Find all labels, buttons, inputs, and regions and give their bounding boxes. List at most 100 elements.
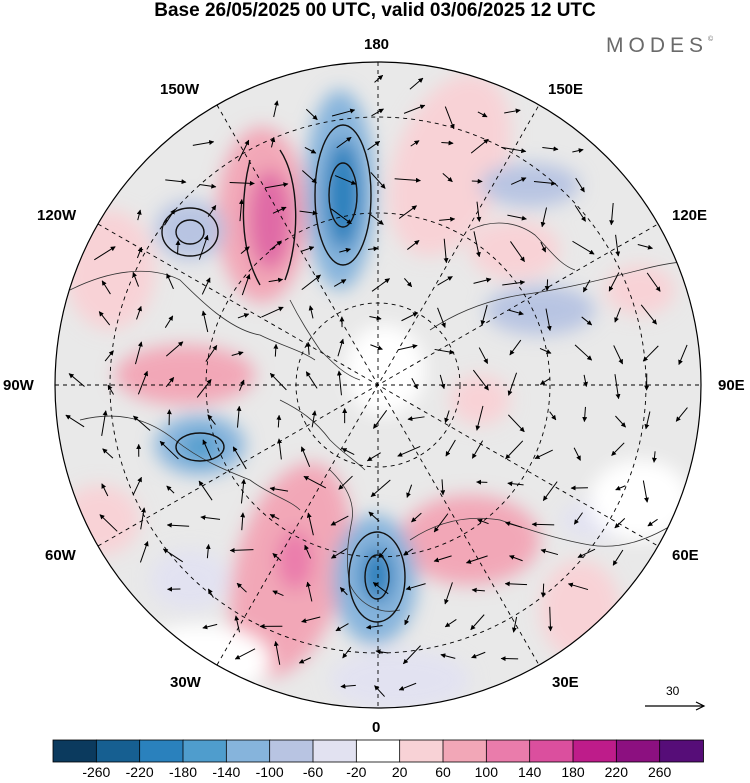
- wind-vector: [272, 553, 282, 562]
- wind-vector: [534, 449, 553, 459]
- wind-vector: [407, 416, 425, 422]
- wind-vector: [478, 347, 489, 364]
- lon-label-60w: 60W: [45, 547, 76, 564]
- wind-vector: [166, 273, 174, 290]
- wind-vector: [404, 278, 413, 288]
- wind-vector: [330, 548, 348, 559]
- wind-vector: [615, 234, 621, 257]
- wind-vector: [240, 478, 247, 504]
- wind-vector: [471, 651, 486, 659]
- wind-vector: [507, 214, 527, 221]
- wind-vector: [65, 414, 85, 428]
- wind-vector: [104, 350, 114, 362]
- wind-vector: [374, 685, 385, 697]
- wind-vector: [480, 304, 488, 326]
- wind-vector: [273, 640, 281, 665]
- lon-label-right: 90E: [718, 377, 745, 394]
- wind-vector: [443, 238, 449, 264]
- wind-vector: [531, 521, 555, 527]
- wind-vector: [196, 379, 212, 398]
- colorbar-tick-label: 60: [435, 764, 451, 780]
- lon-label-top: 180: [364, 36, 390, 53]
- wind-vector: [300, 246, 315, 252]
- wind-vector: [261, 306, 284, 318]
- wind-vector: [236, 582, 247, 593]
- wind-vector: [304, 544, 312, 559]
- wind-vector: [371, 108, 384, 117]
- colorbar-tick-label: -180: [168, 764, 198, 780]
- wind-vector: [237, 313, 250, 319]
- wind-vector: [336, 370, 342, 396]
- wind-vector: [201, 310, 209, 333]
- wind-vector: [437, 276, 453, 286]
- wind-vector: [404, 614, 410, 626]
- wind-vector: [272, 206, 287, 214]
- wind-vector: [140, 507, 146, 530]
- colorbar-swatch: [52, 739, 98, 763]
- wind-vector: [339, 247, 351, 253]
- wind-vector: [612, 549, 624, 566]
- wind-vector: [273, 100, 279, 118]
- colorbar-swatch: [95, 739, 141, 763]
- wind-vector: [675, 407, 688, 422]
- wind-vector: [162, 548, 184, 563]
- wind-vector: [471, 440, 484, 459]
- wind-vector: [339, 587, 348, 596]
- wind-vector: [445, 439, 456, 457]
- lon-label-120w: 120W: [37, 207, 77, 224]
- colorbar-tick-label: -100: [255, 764, 284, 780]
- wind-vector: [575, 177, 585, 193]
- colorbar-swatch: [312, 739, 358, 763]
- wind-vector: [370, 172, 386, 189]
- wind-vector: [139, 541, 149, 563]
- wind-vector: [477, 111, 488, 118]
- wind-vector: [545, 308, 552, 332]
- wind-vector: [340, 683, 356, 689]
- wind-vector: [508, 309, 524, 316]
- wind-vector: [507, 414, 525, 433]
- wind-vector: [98, 311, 111, 326]
- wind-vector: [471, 587, 485, 593]
- wind-vector: [366, 452, 381, 462]
- brand-logo: MODES©: [606, 34, 713, 58]
- wind-vector: [473, 231, 481, 258]
- wind-vector: [398, 205, 417, 219]
- wind-vector: [164, 315, 174, 328]
- wind-vector: [94, 246, 116, 261]
- reference-arrow-icon: [645, 701, 706, 711]
- wind-vector: [367, 246, 379, 252]
- colorbar-swatch: [485, 739, 531, 763]
- wind-vector: [305, 108, 318, 121]
- wind-vector: [334, 175, 357, 185]
- wind-vector: [308, 305, 314, 319]
- colorbar-tick-label: -60: [302, 764, 324, 780]
- wind-vector: [298, 657, 311, 664]
- wind-vector: [540, 241, 546, 253]
- wind-vector: [269, 372, 287, 391]
- colorbar-tick-label: 20: [391, 764, 408, 780]
- colorbar-tick-label: 100: [474, 764, 499, 780]
- wind-vector: [378, 547, 388, 559]
- wind-vector: [238, 139, 250, 162]
- wind-vector: [202, 623, 218, 630]
- wind-vector: [540, 548, 559, 556]
- wind-vector: [542, 146, 559, 152]
- wind-vector: [269, 240, 282, 251]
- wind-vector: [573, 512, 583, 525]
- wind-vector: [207, 414, 216, 425]
- wind-vector: [507, 481, 524, 487]
- wind-vector: [637, 244, 653, 250]
- wind-vector: [311, 410, 317, 428]
- wind-vector: [614, 374, 621, 400]
- coastlines: [69, 222, 701, 612]
- wind-vector: [299, 210, 318, 216]
- colorbar-tick-label: 140: [517, 764, 542, 780]
- wind-vector: [239, 379, 245, 391]
- wind-vector: [437, 307, 446, 328]
- wind-vector: [306, 512, 314, 536]
- wind-vector: [549, 411, 557, 421]
- colorbar-tick-labels: -260 -220 -180 -140 -100 -60 -20 20 60 100 140 180 2…: [0, 764, 750, 782]
- wind-vector: [368, 511, 380, 522]
- wind-vector: [647, 518, 658, 527]
- wind-vector: [540, 583, 546, 598]
